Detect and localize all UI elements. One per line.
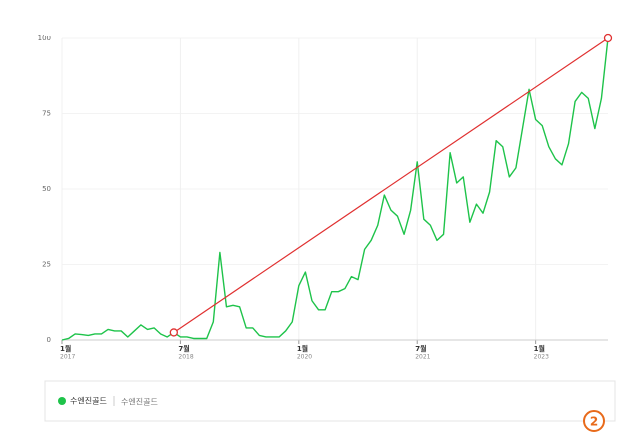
y-tick-label: 100	[38, 34, 51, 42]
x-tick-year: 2017	[60, 354, 75, 361]
y-tick-label: 25	[42, 261, 51, 269]
x-tick-year: 2018	[178, 354, 193, 361]
x-tick-month: 7월	[415, 344, 426, 353]
x-tick-month: 1월	[297, 344, 308, 353]
legend-box	[44, 380, 616, 422]
axis-cover	[44, 30, 104, 36]
x-tick-year: 2021	[415, 354, 430, 361]
y-tick-label: 50	[42, 185, 51, 193]
x-tick-month: 7월	[178, 344, 189, 353]
y-tick-label: 0	[47, 336, 51, 344]
legend-caption: 수엔진골드	[121, 397, 158, 407]
x-tick-year: 2020	[297, 354, 312, 361]
x-tick-month: 1월	[534, 344, 545, 353]
legend-label: 수엔진골드	[70, 396, 107, 406]
badge-label: 2	[590, 415, 598, 429]
trend-point	[169, 328, 178, 337]
y-tick-label: 75	[42, 110, 51, 118]
badge	[583, 410, 605, 432]
x-tick-month: 1월	[60, 344, 71, 353]
x-tick-year: 2023	[534, 354, 549, 361]
series-line	[61, 37, 609, 341]
trend-point	[603, 33, 613, 43]
trend-line	[173, 37, 609, 333]
legend-swatch	[58, 397, 66, 405]
